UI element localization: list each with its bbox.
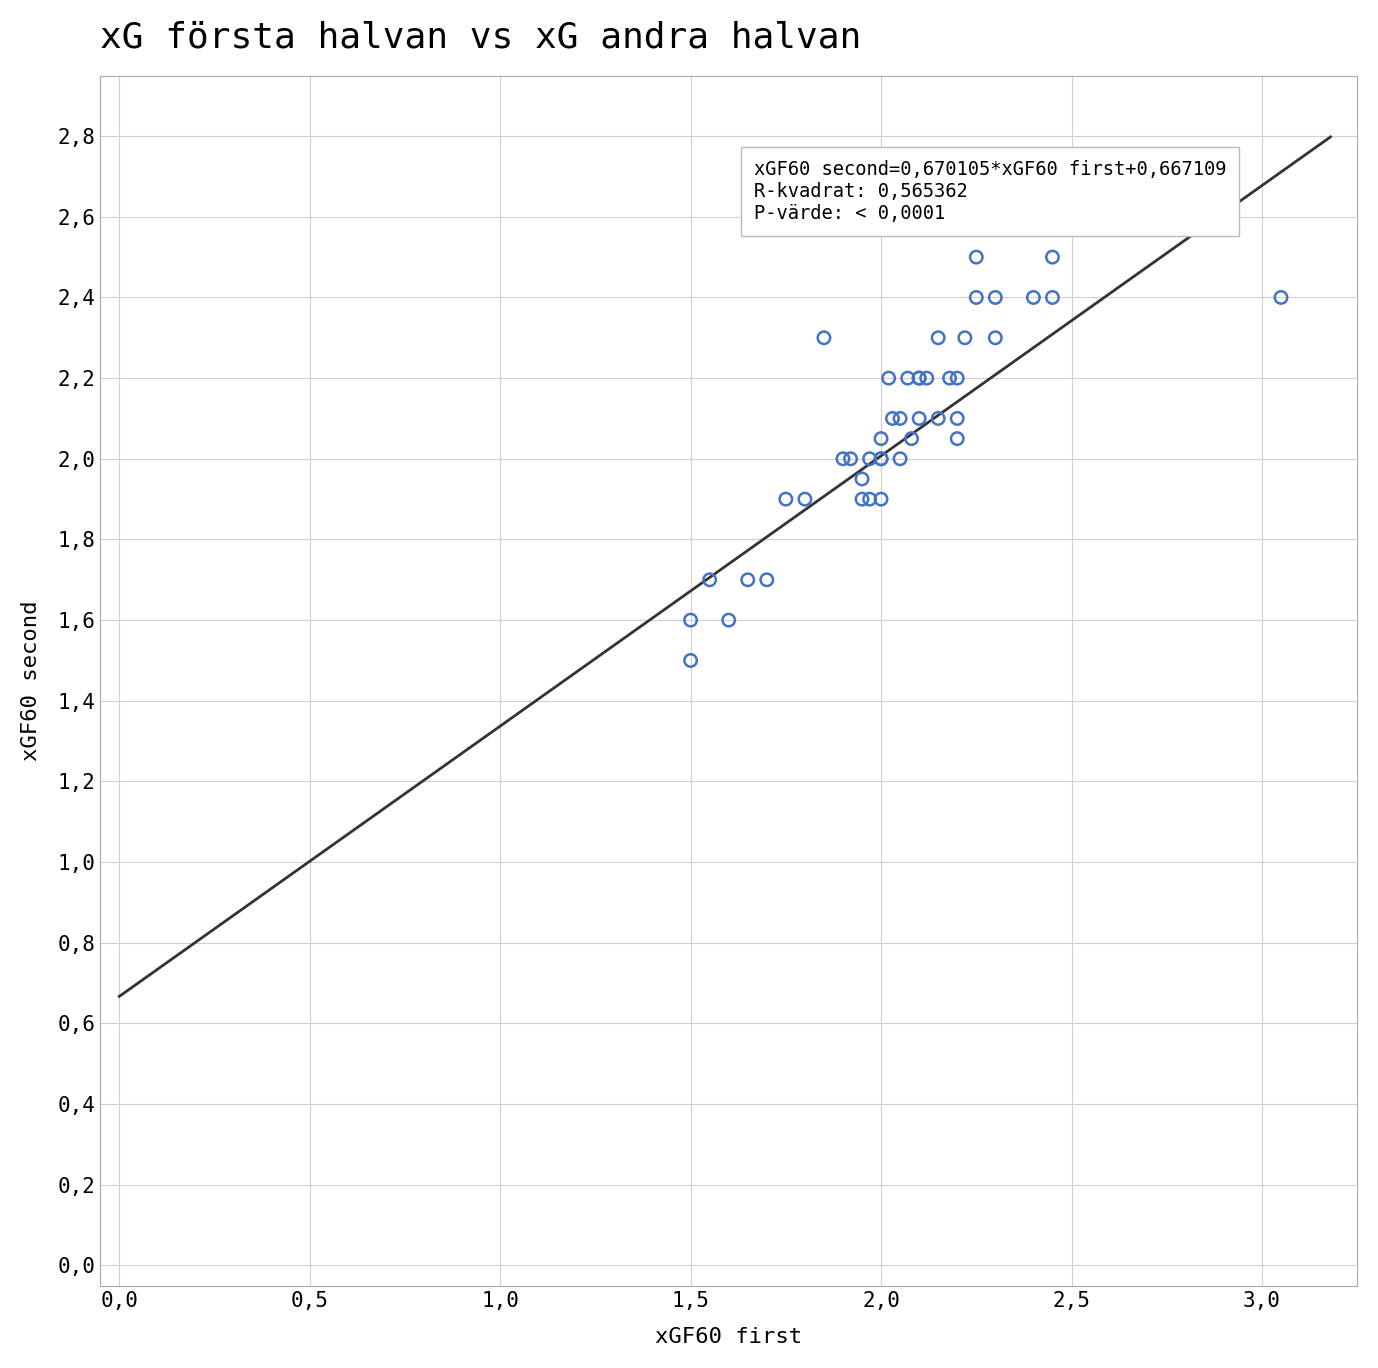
Point [1022,286,1045,308]
Point [870,488,892,510]
Point [737,569,759,591]
Point [984,327,1006,349]
Point [916,367,938,389]
Point [1137,145,1159,167]
Point [954,327,976,349]
Point [1079,205,1101,227]
Point [870,447,892,469]
Point [900,428,922,450]
Point [984,286,1006,308]
Point [870,447,892,469]
Point [878,367,900,389]
Point [679,650,701,672]
Point [1042,246,1064,268]
Point [1271,286,1293,308]
Point [882,408,904,430]
Point [1098,205,1120,227]
Point [947,408,969,430]
Point [908,367,930,389]
Point [965,286,987,308]
Point [889,447,911,469]
Point [1003,205,1025,227]
Point [938,367,960,389]
Point [858,488,881,510]
Point [718,609,740,631]
Point [699,569,721,591]
Point [852,488,874,510]
Text: xGF60 second=0,670105*xGF60 first+0,667109
R-kvadrat: 0,565362
P-värde: < 0,0001: xGF60 second=0,670105*xGF60 first+0,6671… [754,160,1226,223]
Point [852,468,874,490]
Point [870,428,892,450]
Point [908,367,930,389]
Point [947,367,969,389]
Point [839,447,861,469]
Point [897,367,919,389]
Point [679,609,701,631]
Point [908,408,930,430]
Point [927,408,949,430]
Text: xG första halvan vs xG andra halvan: xG första halvan vs xG andra halvan [101,21,861,55]
Point [1061,205,1083,227]
Point [858,447,881,469]
Point [889,408,911,430]
Point [1014,205,1036,227]
X-axis label: xGF60 first: xGF60 first [655,1327,802,1347]
Point [813,327,835,349]
Point [755,569,777,591]
Point [794,488,816,510]
Point [1061,205,1083,227]
Point [774,488,796,510]
Point [947,428,969,450]
Point [965,246,987,268]
Y-axis label: xGF60 second: xGF60 second [21,601,41,761]
Point [927,327,949,349]
Point [832,447,854,469]
Point [1042,286,1064,308]
